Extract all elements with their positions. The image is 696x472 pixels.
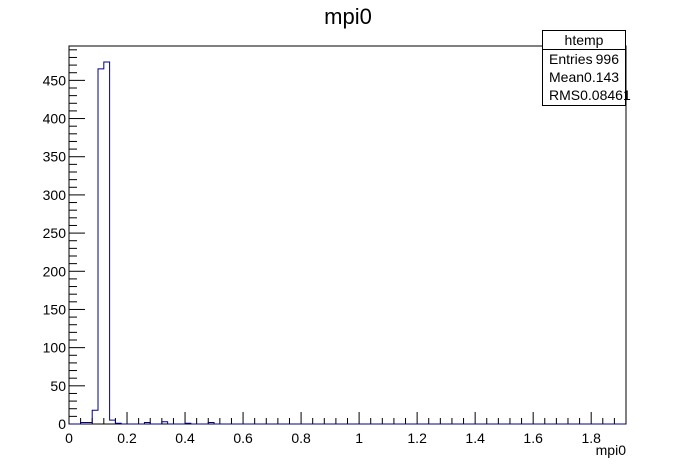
y-tick-label: 300 <box>43 187 67 203</box>
histogram-bin <box>110 420 116 424</box>
stats-value: 0.08461 <box>580 87 631 103</box>
stats-label: Entries <box>549 51 593 67</box>
histogram-bin <box>104 62 110 424</box>
x-tick-label: 1.6 <box>523 430 543 446</box>
y-tick-label: 0 <box>58 416 66 432</box>
y-tick-label: 200 <box>43 263 67 279</box>
histogram-bin <box>98 69 104 424</box>
y-tick-label: 50 <box>50 378 66 394</box>
x-tick-label: 1.4 <box>465 430 485 446</box>
histogram-outline <box>69 61 626 425</box>
chart-title: mpi0 <box>324 4 372 29</box>
y-tick-label: 450 <box>43 72 67 88</box>
x-tick-label: 0 <box>65 430 73 446</box>
stats-box: htemp Entries 996 Mean 0.143 RMS 0.08461 <box>542 30 631 106</box>
x-tick-label: 0.6 <box>233 430 253 446</box>
stats-title: htemp <box>543 31 625 50</box>
y-tick-label: 400 <box>43 111 67 127</box>
stats-row-mean: Mean 0.143 <box>543 68 625 86</box>
histogram-bin <box>92 410 98 424</box>
stats-label: Mean <box>549 69 585 85</box>
x-tick-label: 0.2 <box>117 430 137 446</box>
x-tick-label: 0.8 <box>291 430 311 446</box>
stats-label: RMS <box>549 87 581 103</box>
y-tick-label: 100 <box>43 340 67 356</box>
y-tick-label: 150 <box>43 301 67 317</box>
x-tick-label: 0.4 <box>175 430 195 446</box>
x-tick-label: 1.2 <box>407 430 427 446</box>
stats-row-rms: RMS 0.08461 <box>543 86 631 104</box>
x-axis-label: mpi0 <box>596 442 627 458</box>
stats-value: 0.143 <box>584 69 620 85</box>
x-tick-label: 1.8 <box>581 430 601 446</box>
stats-value: 996 <box>595 51 619 67</box>
stats-row-entries: Entries 996 <box>543 50 625 68</box>
x-tick-label: 1 <box>355 430 363 446</box>
y-tick-label: 250 <box>43 225 67 241</box>
y-tick-label: 350 <box>43 149 67 165</box>
